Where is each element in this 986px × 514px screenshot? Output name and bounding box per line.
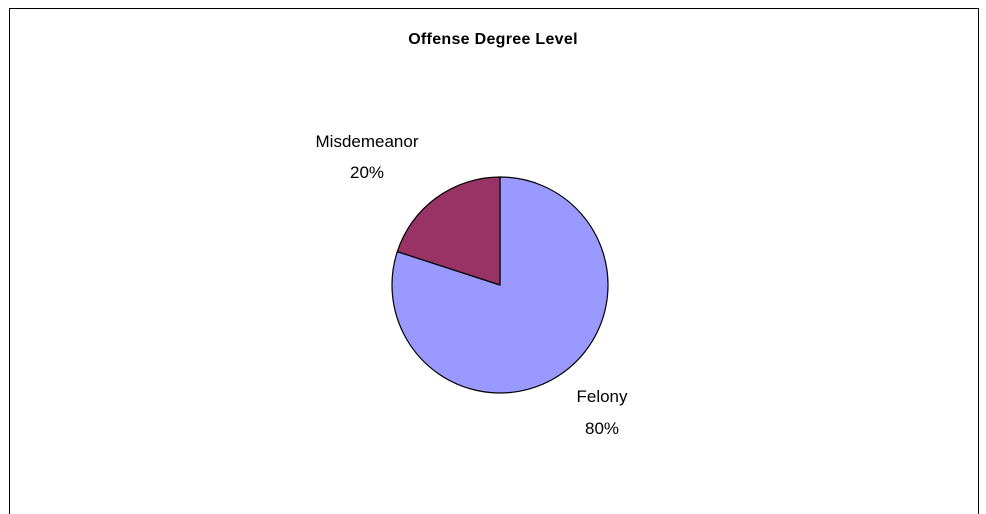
pie-slice-misdemeanor (396, 176, 501, 286)
misdemeanor-label: Misdemeanor (316, 132, 419, 151)
pie-slices (391, 176, 609, 394)
felony-label: Felony (576, 387, 628, 406)
pie-slice-felony (391, 176, 609, 394)
slice-label-misdemeanor: Misdemeanor 20% (316, 132, 419, 182)
slice-label-felony: Felony 80% (576, 387, 628, 438)
chart-title: Offense Degree Level (408, 31, 578, 48)
felony-percent: 80% (585, 419, 619, 438)
misdemeanor-percent: 20% (350, 163, 384, 182)
